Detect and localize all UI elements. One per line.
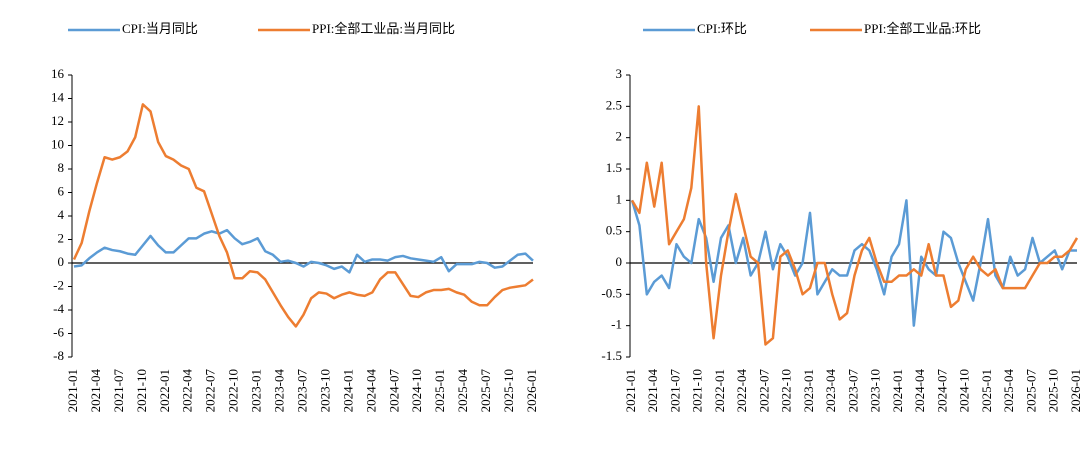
- x-tick-label: 2021-01: [65, 369, 80, 412]
- x-tick-label: 2023-04: [272, 369, 287, 413]
- x-tick-label: 2024-07: [934, 369, 949, 413]
- x-tick-label: 2021-10: [134, 369, 149, 412]
- x-tick-label: 2021-04: [88, 369, 103, 413]
- y-tick-label: -2: [53, 277, 64, 292]
- x-tick-label: 2023-01: [801, 369, 816, 412]
- y-tick-label: 2: [616, 129, 623, 144]
- x-tick-label: 2021-07: [111, 369, 126, 413]
- x-tick-label: 2022-01: [712, 369, 727, 412]
- x-tick-label: 2024-04: [363, 369, 378, 413]
- x-tick-label: 2026-01: [1068, 369, 1083, 412]
- x-tick-label: 2023-04: [823, 369, 838, 413]
- series-line: [630, 105, 1079, 346]
- legend-label: PPI:全部工业品:当月同比: [312, 21, 455, 36]
- x-tick-label: 2023-07: [845, 369, 860, 413]
- y-tick-label: 1.5: [606, 160, 622, 175]
- legend-label: CPI:当月同比: [122, 21, 198, 36]
- x-tick-label: 2024-01: [340, 369, 355, 412]
- y-tick-label: 10: [51, 136, 64, 151]
- x-tick-label: 2022-07: [756, 369, 771, 413]
- x-tick-label: 2022-10: [779, 369, 794, 412]
- x-tick-label: 2025-10: [1046, 369, 1061, 412]
- x-tick-label: 2024-04: [912, 369, 927, 413]
- x-tick-label: 2021-07: [667, 369, 682, 413]
- y-tick-label: 12: [51, 113, 64, 128]
- x-tick-label: 2021-10: [690, 369, 705, 412]
- y-tick-label: 14: [51, 89, 65, 104]
- x-tick-label: 2021-04: [645, 369, 660, 413]
- y-tick-label: -1.5: [601, 348, 622, 363]
- y-tick-label: 0: [616, 254, 623, 269]
- x-tick-label: 2022-01: [157, 369, 172, 412]
- x-tick-label: 2022-07: [203, 369, 218, 413]
- y-tick-label: -0.5: [601, 285, 622, 300]
- x-tick-label: 2025-01: [979, 369, 994, 412]
- y-tick-label: 3: [616, 66, 623, 81]
- x-tick-label: 2022-04: [734, 369, 749, 413]
- x-tick-label: 2023-10: [868, 369, 883, 412]
- y-tick-label: -8: [53, 348, 64, 363]
- x-tick-label: 2023-07: [294, 369, 309, 413]
- x-tick-label: 2024-10: [409, 369, 424, 412]
- x-tick-label: 2026-01: [524, 369, 539, 412]
- series-line: [72, 103, 534, 328]
- x-tick-label: 2024-07: [386, 369, 401, 413]
- y-tick-label: 16: [51, 66, 65, 81]
- y-tick-label: 6: [58, 183, 65, 198]
- y-tick-label: 0: [58, 254, 65, 269]
- y-tick-label: 2: [58, 230, 65, 245]
- x-tick-label: 2025-01: [432, 369, 447, 412]
- x-tick-label: 2024-01: [890, 369, 905, 412]
- x-tick-label: 2021-01: [623, 369, 638, 412]
- series-line: [73, 228, 534, 274]
- y-tick-label: 4: [58, 207, 65, 222]
- y-tick-label: -6: [53, 324, 64, 339]
- y-tick-label: 1: [616, 191, 623, 206]
- legend-label: PPI:全部工业品:环比: [864, 21, 981, 36]
- x-tick-label: 2023-01: [249, 369, 264, 412]
- y-tick-label: 0.5: [606, 223, 622, 238]
- x-tick-label: 2025-04: [455, 369, 470, 413]
- x-tick-label: 2025-04: [1001, 369, 1016, 413]
- y-tick-label: 2.5: [606, 97, 622, 112]
- x-tick-label: 2023-10: [317, 369, 332, 412]
- x-tick-label: 2025-10: [501, 369, 516, 412]
- y-tick-label: 8: [58, 160, 65, 175]
- x-tick-label: 2022-04: [180, 369, 195, 413]
- x-tick-label: 2024-10: [957, 369, 972, 412]
- x-tick-label: 2025-07: [478, 369, 493, 413]
- y-tick-label: -4: [53, 301, 64, 316]
- legend-label: CPI:环比: [697, 21, 747, 36]
- y-tick-label: -1: [611, 317, 622, 332]
- x-tick-label: 2022-10: [226, 369, 241, 412]
- x-tick-label: 2025-07: [1023, 369, 1038, 413]
